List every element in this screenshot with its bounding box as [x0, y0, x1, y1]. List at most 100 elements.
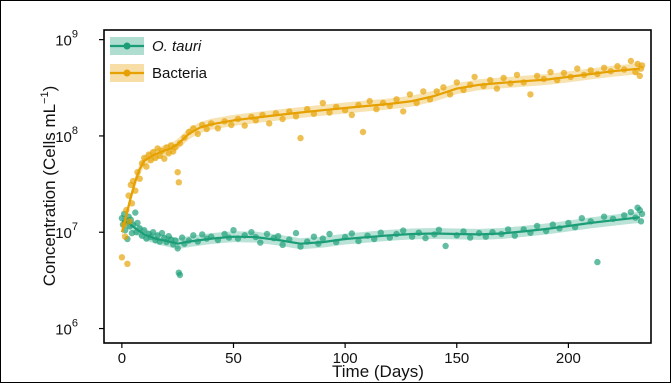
data-point — [274, 233, 282, 240]
data-point — [134, 219, 141, 227]
data-point — [241, 122, 248, 129]
data-point — [533, 72, 541, 80]
data-point — [627, 208, 635, 216]
data-point — [221, 230, 228, 238]
legend-key-point — [123, 69, 131, 77]
data-point — [310, 233, 318, 240]
legend-label: Bacteria — [152, 65, 208, 82]
x-tick-label: 150 — [444, 350, 469, 367]
data-point — [420, 88, 427, 95]
legend-label: O. tauri — [152, 38, 202, 55]
data-point — [143, 163, 150, 170]
data-point — [174, 169, 181, 176]
x-axis-title: Time (Days) — [332, 362, 424, 381]
plot-panel — [103, 29, 652, 344]
series-bacteria — [118, 57, 646, 267]
data-point — [176, 271, 184, 279]
data-point — [373, 105, 380, 113]
x-tick-label: 50 — [225, 350, 242, 367]
data-point — [400, 227, 407, 234]
data-point — [487, 76, 494, 84]
data-point — [638, 62, 646, 69]
data-point — [565, 219, 572, 227]
data-point — [435, 226, 443, 233]
data-point — [359, 128, 367, 136]
data-point — [194, 130, 201, 138]
data-point — [637, 218, 645, 225]
data-point — [263, 230, 271, 238]
data-point — [124, 260, 131, 267]
y-tick-label: 108 — [55, 125, 78, 146]
data-point — [500, 74, 507, 82]
data-point — [422, 234, 429, 242]
data-point — [178, 234, 186, 241]
data-point — [440, 84, 447, 91]
data-point — [319, 235, 326, 242]
y-tick-label: 106 — [55, 318, 78, 339]
data-point — [433, 88, 440, 95]
x-tick-label: 100 — [333, 350, 358, 367]
data-point — [279, 115, 286, 123]
data-point — [141, 227, 148, 234]
data-point — [199, 231, 206, 238]
data-point — [257, 239, 264, 246]
data-point — [292, 113, 300, 120]
smooth-fit-line — [120, 67, 640, 233]
legend-key-point — [123, 42, 131, 50]
series-layer — [118, 57, 646, 279]
data-point — [493, 85, 501, 92]
y-axis-title: Concentration (Cells mL−1) — [39, 86, 59, 287]
data-point — [533, 222, 541, 230]
data-point — [547, 68, 554, 76]
data-point — [600, 64, 608, 72]
data-point — [638, 210, 646, 218]
data-point — [228, 121, 235, 129]
smooth-fit-line — [121, 216, 640, 245]
data-point — [406, 91, 414, 98]
data-point — [326, 230, 333, 238]
data-point — [118, 254, 126, 261]
data-point — [594, 258, 601, 266]
y-axis-title-exponent: −1 — [39, 91, 51, 104]
data-point — [279, 241, 286, 248]
data-point — [214, 125, 222, 132]
y-axis-title-close: ) — [40, 86, 59, 92]
data-point — [348, 111, 355, 119]
data-point — [471, 73, 478, 81]
data-point — [549, 221, 556, 228]
data-point — [527, 91, 534, 98]
data-point — [627, 57, 635, 65]
data-point — [266, 120, 273, 127]
data-point — [587, 67, 594, 74]
data-point — [614, 62, 621, 70]
data-point — [621, 212, 628, 219]
data-point — [600, 213, 608, 220]
data-point — [136, 175, 143, 182]
data-point — [319, 99, 326, 107]
data-point — [511, 232, 518, 239]
y-tick-label: 109 — [55, 29, 78, 50]
x-axis-ticks: 0 50 100 150 200 — [118, 343, 581, 367]
data-point — [453, 79, 460, 86]
y-axis-ticks: 106 107 108 109 — [55, 29, 104, 339]
data-point — [230, 227, 237, 234]
data-point — [355, 237, 362, 245]
data-point — [574, 65, 581, 72]
data-point — [504, 226, 512, 233]
data-point — [174, 245, 181, 252]
data-point — [513, 71, 521, 79]
data-point — [366, 97, 373, 105]
data-point — [190, 232, 197, 239]
data-point — [248, 229, 255, 236]
data-point — [326, 109, 333, 116]
data-point — [122, 233, 129, 240]
data-point — [560, 69, 568, 77]
data-point — [348, 230, 355, 237]
y-axis-title-base: Concentration (Cells mL — [40, 104, 59, 286]
y-tick-label: 107 — [55, 221, 78, 242]
data-point — [400, 108, 407, 115]
legend-item-o-tauri: O. tauri — [110, 37, 202, 55]
series-o-tauri — [118, 204, 646, 279]
data-point — [393, 96, 400, 103]
